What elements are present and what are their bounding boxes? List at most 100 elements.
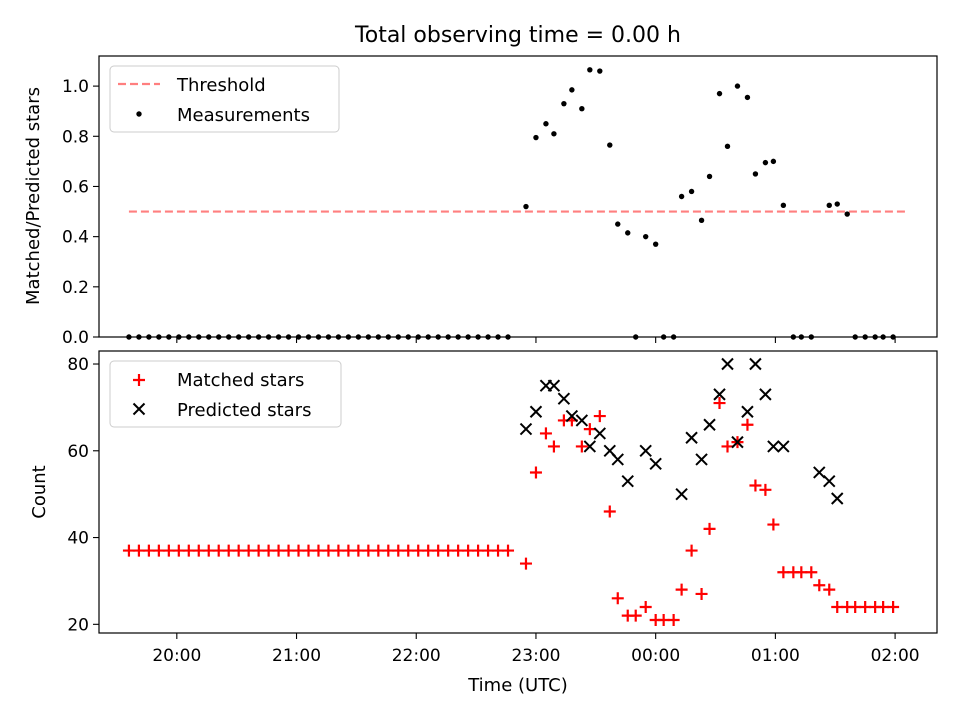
- predicted-stars-point: [557, 392, 571, 405]
- count-y-tick-label: 20: [67, 615, 89, 635]
- matched-stars-point: [667, 613, 680, 626]
- matched-stars-point: [767, 518, 780, 531]
- ratio-y-tick-label: 0.6: [62, 177, 89, 197]
- ratio-panel: 0.0 0.2 0.4 0.6 0.8 1.0 Matched/Predicted sta…: [23, 55, 938, 348]
- matched-stars-point: [675, 583, 688, 596]
- measurement-point: [770, 158, 777, 165]
- measurement-point: [533, 134, 539, 141]
- count-panel-y-ticks: 20 40 60 80: [67, 355, 99, 635]
- measurement-point: [834, 201, 840, 207]
- predicted-stars-point: [777, 440, 790, 453]
- predicted-stars-point: [565, 409, 579, 423]
- matched-stars-point: [519, 557, 532, 570]
- legend-threshold-label: Threshold: [176, 75, 266, 96]
- predicted-stars-point: [695, 453, 708, 466]
- matched-stars-point: [547, 440, 560, 453]
- measurement-point: [734, 83, 741, 89]
- measurement-point: [678, 193, 685, 200]
- predicted-stars-point: [703, 418, 716, 431]
- x-tick-label: 21:00: [272, 646, 321, 666]
- predicted-stars-point: [649, 457, 662, 471]
- count-panel-legend: Matched stars Predicted stars: [109, 360, 342, 428]
- matched-stars-point: [575, 440, 588, 453]
- predicted-stars-point: [713, 388, 726, 401]
- count-panel: 20 40 60 80 20:00 21:00 22:00 23:00 00:00 01:00 0…: [29, 350, 938, 666]
- count-panel-series: [122, 357, 900, 626]
- legend-matched-swatch: [133, 374, 145, 386]
- predicted-stars-point: [519, 422, 533, 436]
- ratio-panel-legend-box: [109, 65, 340, 133]
- measurement-point: [698, 217, 705, 224]
- predicted-stars-point: [823, 474, 836, 488]
- matched-stars-point: [813, 579, 826, 592]
- predicted-stars-point: [593, 427, 607, 440]
- x-tick-label: 20:00: [152, 646, 201, 666]
- ratio-panel-y-label: Matched/Predicted stars: [23, 87, 44, 305]
- predicted-stars-point: [611, 453, 624, 466]
- x-tick-label: 23:00: [511, 646, 560, 666]
- measurement-point: [826, 202, 832, 208]
- count-y-tick-label: 40: [67, 529, 89, 549]
- measurement-point: [615, 221, 621, 227]
- measurement-point: [543, 121, 549, 127]
- measurement-point: [607, 142, 613, 148]
- measurement-point: [579, 105, 585, 112]
- measurement-point: [652, 241, 659, 247]
- measurement-point: [688, 188, 695, 195]
- count-panel-x-ticks: 20:00 21:00 22:00 23:00 00:00 01:00 02:00: [152, 633, 920, 666]
- matched-stars-point: [703, 522, 716, 535]
- measurement-point: [706, 173, 713, 180]
- x-axis-label: Time (UTC): [467, 675, 568, 696]
- legend-predicted-label: Predicted stars: [177, 400, 311, 421]
- predicted-stars-point: [575, 414, 589, 427]
- predicted-stars-point: [749, 357, 762, 371]
- measurement-point: [523, 203, 529, 210]
- x-tick-label: 01:00: [751, 646, 800, 666]
- matched-stars-point: [639, 600, 652, 613]
- matched-stars-point: [759, 483, 772, 496]
- predicted-stars-point: [731, 435, 744, 449]
- measurement-point: [642, 233, 649, 240]
- ratio-panel-series: [126, 67, 908, 340]
- ratio-panel-y-ticks: 0.0 0.2 0.4 0.6 0.8 1.0: [62, 77, 99, 348]
- predicted-stars-point: [831, 492, 844, 505]
- matched-stars-point: [529, 466, 542, 479]
- x-tick-label: 00:00: [631, 646, 680, 666]
- matched-stars-point: [539, 427, 552, 440]
- matched-stars-point: [887, 600, 900, 613]
- matched-stars-point: [611, 592, 624, 605]
- measurement-point: [569, 87, 575, 93]
- predicted-stars-point: [685, 431, 698, 444]
- measurement-point: [724, 143, 731, 150]
- predicted-stars-point: [621, 474, 634, 488]
- matched-stars-point: [805, 566, 818, 579]
- ratio-y-tick-label: 0.8: [62, 127, 89, 147]
- chart-title: Total observing time = 0.00 h: [354, 23, 681, 48]
- matched-stars-point: [823, 583, 836, 596]
- ratio-y-tick-label: 0.2: [62, 278, 89, 298]
- matched-stars-point: [603, 505, 616, 518]
- ratio-panel-legend: Threshold Measurements: [109, 65, 340, 133]
- matched-stars-point: [629, 609, 642, 622]
- x-tick-label: 22:00: [392, 646, 441, 666]
- measurement-point: [744, 94, 751, 101]
- ratio-y-tick-label: 0.0: [62, 328, 89, 348]
- matched-stars-point: [695, 587, 708, 600]
- measurement-point: [625, 230, 631, 236]
- measurement-point: [551, 131, 557, 137]
- predicted-stars-point: [675, 487, 688, 501]
- legend-measurements-label: Measurements: [177, 105, 310, 126]
- measurement-point: [561, 100, 567, 107]
- measurement-point: [762, 159, 769, 166]
- matched-stars-point: [749, 479, 762, 492]
- predicted-stars-point: [759, 388, 772, 401]
- measurement-point: [597, 68, 603, 74]
- matched-stars-point: [502, 544, 515, 557]
- count-panel-y-label: Count: [29, 465, 50, 518]
- predicted-stars-point: [529, 405, 543, 418]
- matched-stars-point: [593, 410, 606, 423]
- matched-stars-point: [583, 423, 596, 436]
- predicted-stars-point: [639, 444, 652, 457]
- measurement-point: [780, 202, 787, 208]
